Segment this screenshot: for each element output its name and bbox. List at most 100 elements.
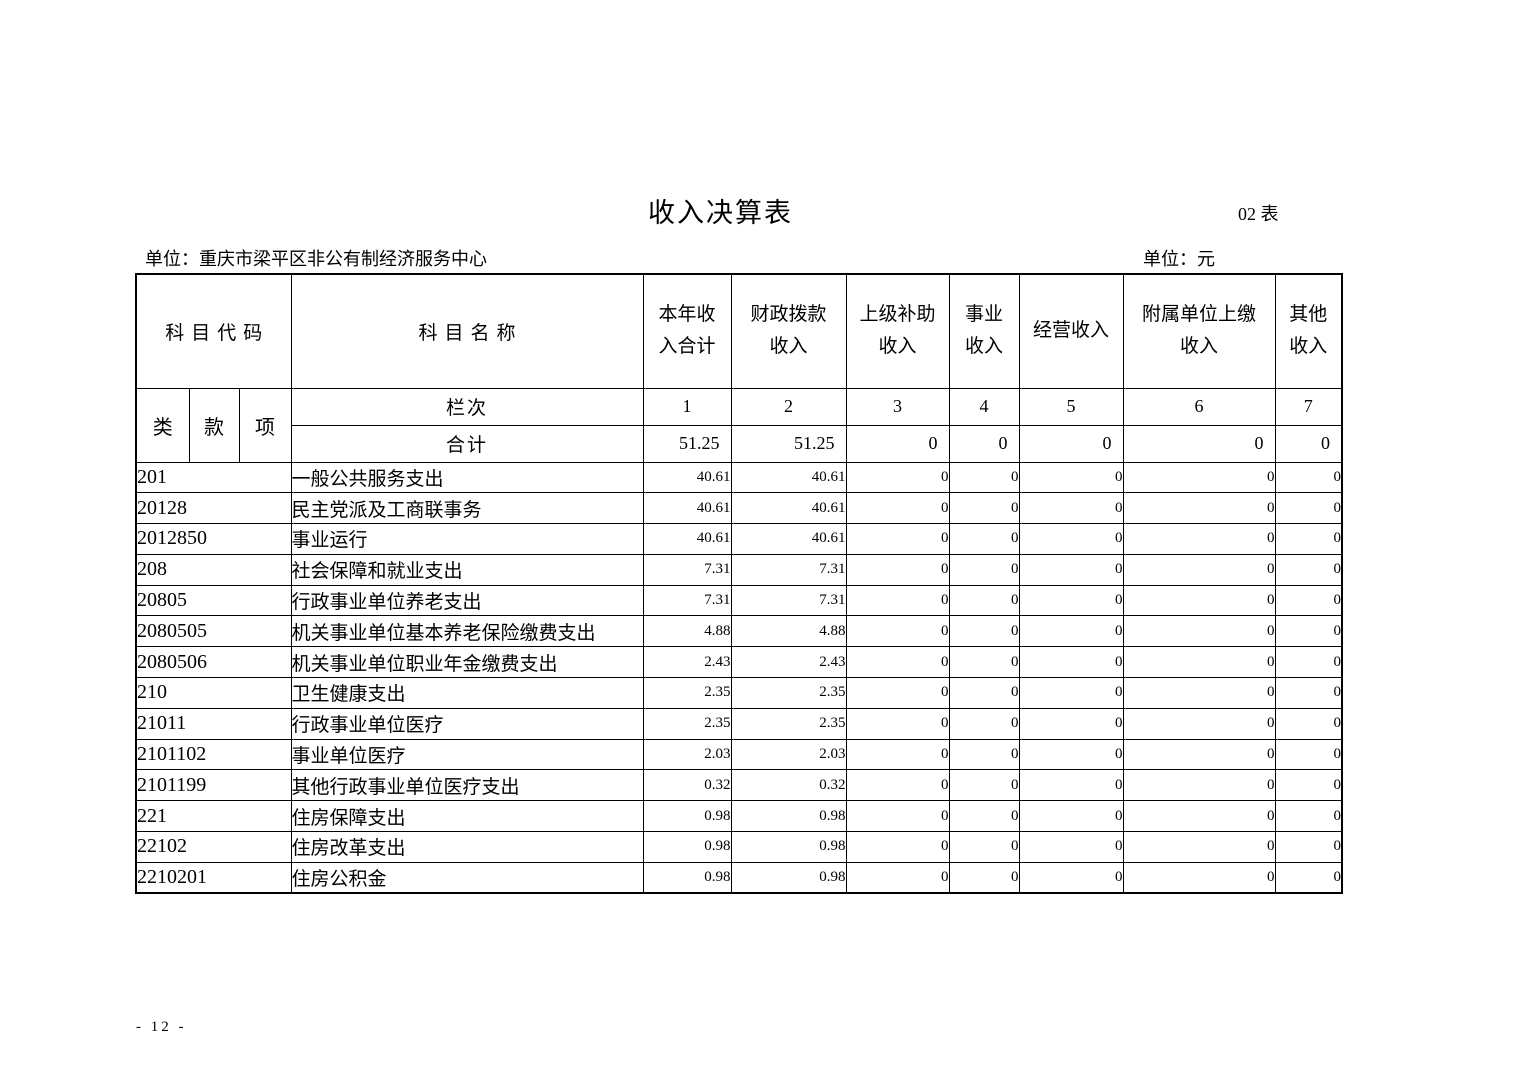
value-cell: 0 (845, 769, 950, 802)
total-value-cell: 0 (948, 424, 1020, 463)
value-cell: 0 (1018, 584, 1124, 617)
subject-name-cell: 住房公积金 (290, 861, 644, 894)
subject-code-cell: 2101199 (135, 769, 292, 802)
value-cell: 0 (845, 615, 950, 648)
value-cell: 0 (1122, 646, 1276, 679)
value-cell: 2.03 (642, 738, 732, 771)
subject-name-cell: 其他行政事业单位医疗支出 (290, 769, 644, 802)
value-cell: 0 (1018, 677, 1124, 709)
value-cell: 2.35 (730, 677, 847, 709)
table-row: 21011 行政事业单位医疗 2.35 2.35 0 0 0 0 0 (135, 707, 1343, 740)
header-subject-name: 科目名称 (290, 273, 644, 389)
value-cell: 0 (1122, 800, 1276, 833)
value-cell: 0 (1018, 492, 1124, 525)
value-cell: 0.98 (730, 800, 847, 833)
value-cell: 0 (1122, 769, 1276, 802)
value-cell: 0 (845, 523, 950, 555)
value-cell: 0 (1274, 615, 1343, 648)
value-cell: 0 (1274, 738, 1343, 771)
value-cell: 0.98 (642, 831, 732, 863)
subject-name-cell: 事业单位医疗 (290, 738, 644, 771)
value-cell: 0.98 (730, 861, 847, 894)
value-cell: 0 (1018, 769, 1124, 802)
subject-code-cell: 20805 (135, 584, 292, 617)
total-value-cell: 0 (1274, 424, 1343, 463)
value-cell: 0 (845, 584, 950, 617)
table-row: 22102 住房改革支出 0.98 0.98 0 0 0 0 0 (135, 831, 1343, 863)
value-cell: 0 (845, 553, 950, 586)
total-value-cell: 0 (1018, 424, 1124, 463)
value-cell: 40.61 (730, 523, 847, 555)
value-cell: 0 (1122, 553, 1276, 586)
value-cell: 0 (845, 861, 950, 894)
currency-unit-label: 单位：元 (1143, 249, 1215, 269)
value-cell: 7.31 (730, 584, 847, 617)
value-cell: 0 (1018, 461, 1124, 494)
value-cell: 0.32 (730, 769, 847, 802)
header-col-superior-subsidy: 上级补助 收入 (845, 273, 950, 389)
page-number: - 12 - (136, 1019, 187, 1035)
total-label: 合计 (290, 424, 644, 463)
income-final-accounts-table: 科目代码 科目名称 本年收 入合计 财政拨款 收入 上级补助 收入 事业 收入 … (135, 273, 1344, 895)
value-cell: 0 (845, 738, 950, 771)
column-index-4: 4 (948, 387, 1020, 426)
subject-name-cell: 机关事业单位职业年金缴费支出 (290, 646, 644, 679)
value-cell: 0 (1122, 615, 1276, 648)
header-col-other-income: 其他 收入 (1274, 273, 1343, 389)
value-cell: 0 (948, 831, 1020, 863)
value-cell: 0 (1122, 584, 1276, 617)
value-cell: 0 (948, 615, 1020, 648)
value-cell: 2.35 (642, 707, 732, 740)
value-cell: 0 (1122, 861, 1276, 894)
value-cell: 4.88 (730, 615, 847, 648)
subject-name-cell: 民主党派及工商联事务 (290, 492, 644, 525)
value-cell: 0 (948, 677, 1020, 709)
value-cell: 0 (948, 769, 1020, 802)
subject-name-cell: 机关事业单位基本养老保险缴费支出 (290, 615, 644, 648)
table-row: 201 一般公共服务支出 40.61 40.61 0 0 0 0 0 (135, 461, 1343, 494)
value-cell: 0 (845, 646, 950, 679)
value-cell: 0 (948, 553, 1020, 586)
subject-code-cell: 2101102 (135, 738, 292, 771)
value-cell: 0 (1122, 738, 1276, 771)
value-cell: 0 (845, 677, 950, 709)
value-cell: 0 (1274, 492, 1343, 525)
value-cell: 0 (948, 584, 1020, 617)
value-cell: 0.32 (642, 769, 732, 802)
value-cell: 0 (1122, 831, 1276, 863)
header-col-fiscal-appropriation: 财政拨款 收入 (730, 273, 847, 389)
value-cell: 0 (1018, 553, 1124, 586)
header-subject-code: 科目代码 (135, 273, 292, 389)
value-cell: 0 (1274, 861, 1343, 894)
value-cell: 0 (1018, 523, 1124, 555)
table-number-label: 02 表 (1238, 204, 1279, 224)
value-cell: 0.98 (642, 800, 732, 833)
table-row: 210 卫生健康支出 2.35 2.35 0 0 0 0 0 (135, 677, 1343, 709)
value-cell: 0 (948, 523, 1020, 555)
table-row: 208 社会保障和就业支出 7.31 7.31 0 0 0 0 0 (135, 553, 1343, 586)
value-cell: 0 (948, 707, 1020, 740)
column-index-5: 5 (1018, 387, 1124, 426)
value-cell: 0 (1274, 800, 1343, 833)
subject-name-cell: 卫生健康支出 (290, 677, 644, 709)
page-title: 收入决算表 (648, 198, 793, 228)
value-cell: 0 (1018, 615, 1124, 648)
subject-code-cell: 2012850 (135, 523, 292, 555)
value-cell: 0 (948, 492, 1020, 525)
subject-code-cell: 20128 (135, 492, 292, 525)
subject-name-cell: 住房保障支出 (290, 800, 644, 833)
table-row: 221 住房保障支出 0.98 0.98 0 0 0 0 0 (135, 800, 1343, 833)
value-cell: 0 (948, 461, 1020, 494)
value-cell: 2.35 (730, 707, 847, 740)
subject-code-cell: 210 (135, 677, 292, 709)
value-cell: 0 (1122, 523, 1276, 555)
header-col-affiliated-unit-remittance: 附属单位上缴 收入 (1122, 273, 1276, 389)
total-value-cell: 0 (1122, 424, 1276, 463)
total-value-cell: 51.25 (730, 424, 847, 463)
value-cell: 0 (948, 738, 1020, 771)
value-cell: 0.98 (642, 861, 732, 894)
subject-name-cell: 一般公共服务支出 (290, 461, 644, 494)
total-row: 合计 51.25 51.25 0 0 0 0 0 (136, 424, 1343, 463)
value-cell: 0 (1274, 461, 1343, 494)
